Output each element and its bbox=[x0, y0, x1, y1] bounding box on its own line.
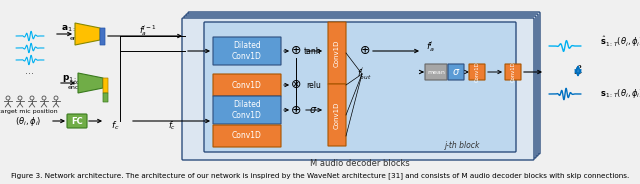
FancyBboxPatch shape bbox=[425, 64, 447, 80]
FancyBboxPatch shape bbox=[103, 93, 108, 102]
Text: $f_{out}^j$: $f_{out}^j$ bbox=[356, 66, 371, 82]
FancyBboxPatch shape bbox=[204, 22, 516, 152]
Text: $\otimes$: $\otimes$ bbox=[291, 79, 301, 91]
Text: $f_c$: $f_c$ bbox=[111, 120, 119, 132]
Text: Dilated
Conv1D: Dilated Conv1D bbox=[232, 41, 262, 61]
Text: tanh: tanh bbox=[304, 47, 322, 56]
FancyBboxPatch shape bbox=[100, 28, 105, 45]
FancyBboxPatch shape bbox=[213, 37, 281, 65]
Text: ...: ... bbox=[24, 66, 33, 76]
FancyBboxPatch shape bbox=[328, 84, 346, 146]
FancyBboxPatch shape bbox=[213, 125, 281, 147]
Text: relu: relu bbox=[307, 81, 321, 89]
FancyBboxPatch shape bbox=[67, 114, 87, 128]
Text: $\mathbf{s}_{1:T}(\theta_i, \phi_i)$: $\mathbf{s}_{1:T}(\theta_i, \phi_i)$ bbox=[600, 88, 640, 100]
Text: FC: FC bbox=[71, 116, 83, 125]
Text: $f_a^{j-1}$: $f_a^{j-1}$ bbox=[140, 24, 157, 38]
Text: M audio decoder blocks: M audio decoder blocks bbox=[310, 160, 410, 169]
FancyBboxPatch shape bbox=[213, 96, 281, 124]
Text: $f_c$: $f_c$ bbox=[168, 120, 176, 132]
FancyBboxPatch shape bbox=[469, 64, 485, 80]
FancyBboxPatch shape bbox=[103, 78, 108, 93]
Text: $f_a^j$: $f_a^j$ bbox=[426, 40, 435, 54]
FancyBboxPatch shape bbox=[186, 14, 538, 156]
Text: $(\theta_i, \phi_i)$: $(\theta_i, \phi_i)$ bbox=[15, 114, 41, 128]
Text: Conv1D: Conv1D bbox=[232, 81, 262, 89]
FancyBboxPatch shape bbox=[328, 22, 346, 84]
Text: target mic position: target mic position bbox=[0, 109, 58, 114]
Text: mean: mean bbox=[427, 70, 445, 75]
Text: $\oplus$: $\oplus$ bbox=[359, 45, 371, 57]
Text: Conv1D: Conv1D bbox=[232, 132, 262, 141]
FancyBboxPatch shape bbox=[188, 12, 540, 154]
Text: $\oplus$: $\oplus$ bbox=[291, 45, 301, 57]
Text: Figure 3. Network architecture. The architecture of our network is inspired by t: Figure 3. Network architecture. The arch… bbox=[11, 173, 629, 179]
FancyBboxPatch shape bbox=[182, 18, 534, 160]
Text: $\mathbf{a}_{1:T}$: $\mathbf{a}_{1:T}$ bbox=[61, 24, 83, 34]
Polygon shape bbox=[78, 73, 103, 93]
Text: audio
encoder: audio encoder bbox=[70, 31, 96, 41]
Text: $\sigma$: $\sigma$ bbox=[308, 105, 317, 115]
Text: Conv1D: Conv1D bbox=[511, 62, 515, 82]
FancyBboxPatch shape bbox=[213, 74, 281, 96]
Text: Conv1D: Conv1D bbox=[334, 39, 340, 67]
FancyBboxPatch shape bbox=[184, 16, 536, 158]
Text: Conv1D: Conv1D bbox=[334, 101, 340, 129]
Text: pose
encoder: pose encoder bbox=[67, 80, 93, 90]
Text: $\mathbf{p}_{1:S}$: $\mathbf{p}_{1:S}$ bbox=[61, 72, 83, 84]
Text: Dilated
Conv1D: Dilated Conv1D bbox=[232, 100, 262, 120]
Text: $\hat{\mathbf{s}}_{1:T}(\theta_i, \phi_i)$: $\hat{\mathbf{s}}_{1:T}(\theta_i, \phi_i… bbox=[600, 35, 640, 49]
Text: $\sigma$: $\sigma$ bbox=[452, 67, 460, 77]
Text: $\oplus$: $\oplus$ bbox=[291, 103, 301, 116]
Text: Conv1D: Conv1D bbox=[474, 62, 479, 82]
Polygon shape bbox=[75, 23, 100, 45]
Text: $\mathcal{L}$: $\mathcal{L}$ bbox=[573, 65, 583, 77]
FancyBboxPatch shape bbox=[448, 64, 464, 80]
FancyBboxPatch shape bbox=[505, 64, 521, 80]
Text: j-th block: j-th block bbox=[445, 141, 480, 151]
